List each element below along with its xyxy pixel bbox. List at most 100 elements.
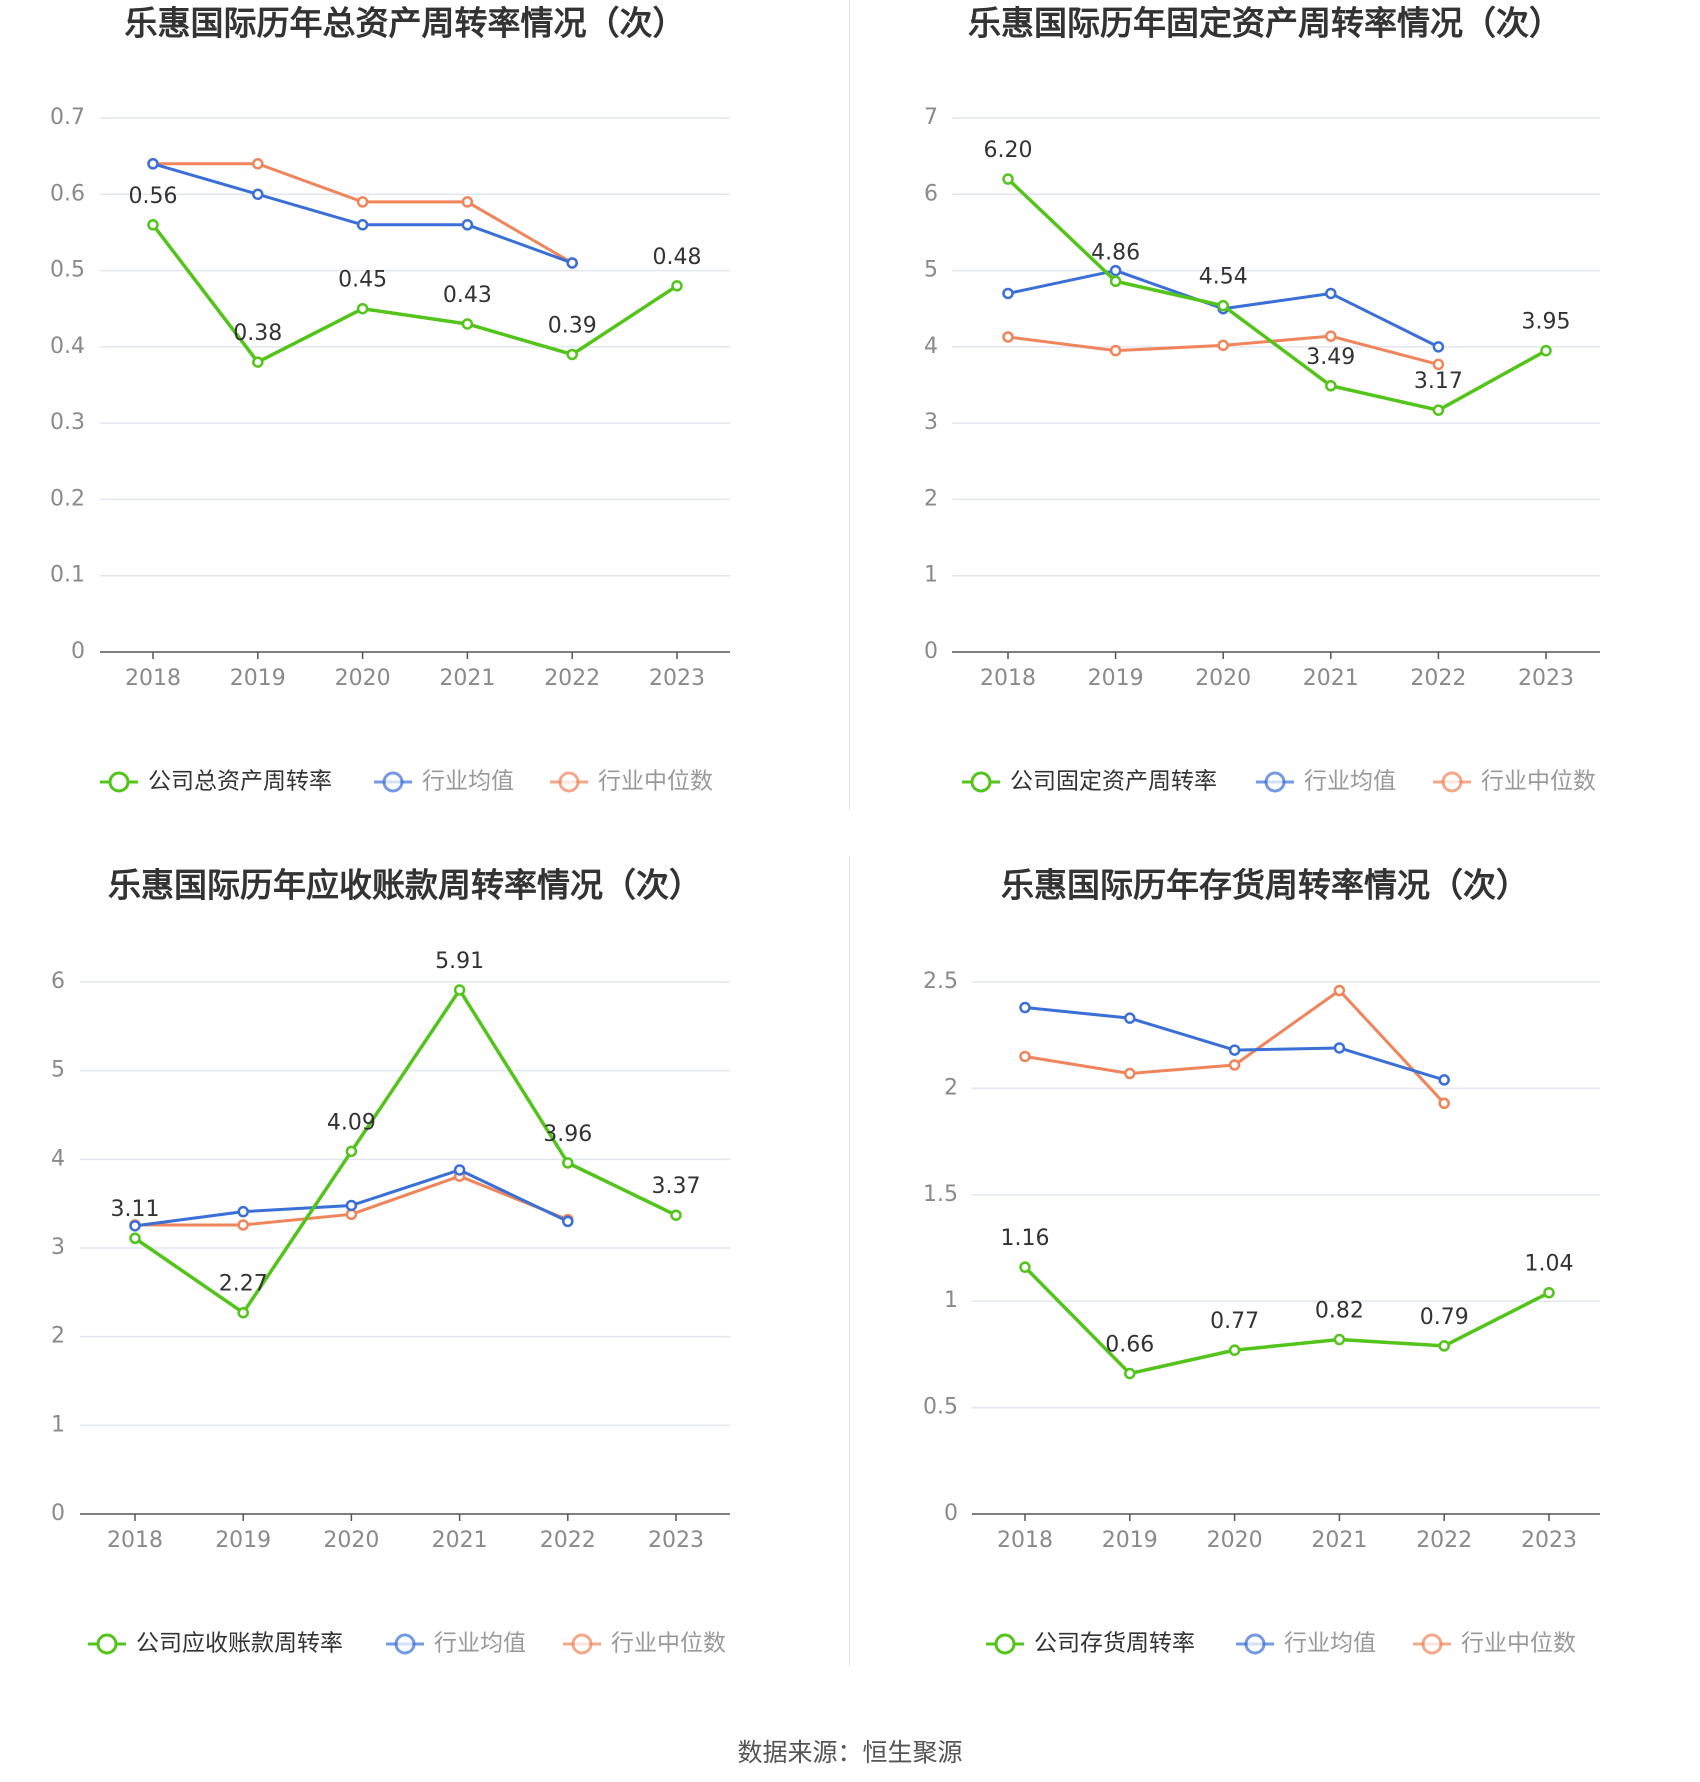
chart3-legend-label-company: 公司应收账款周转率 xyxy=(136,1631,343,1657)
chart4-y-tick-label: 1.5 xyxy=(923,1182,958,1207)
chart3-data-label: 4.09 xyxy=(327,1110,376,1135)
chart2-data-label: 3.17 xyxy=(1414,369,1463,394)
chart4-point-industry-median xyxy=(1019,1050,1031,1063)
chart3-point-industry-avg xyxy=(237,1205,249,1218)
chart1-x-tick-label: 2018 xyxy=(125,666,181,691)
chart1-data-label: 0.45 xyxy=(338,268,387,293)
chart3-point-company xyxy=(453,984,466,996)
chart2-data-label: 6.20 xyxy=(984,138,1033,163)
chart3-x-tick-label: 2019 xyxy=(215,1528,271,1553)
chart4-x-tick-label: 2021 xyxy=(1311,1528,1367,1553)
chart3-data-label: 3.96 xyxy=(543,1122,592,1147)
chart3-x-tick-label: 2023 xyxy=(648,1528,704,1553)
chart1-x-tick-label: 2019 xyxy=(230,666,286,691)
chart4-legend-label-industry-median: 行业中位数 xyxy=(1461,1631,1576,1657)
chart4-y-tick-label: 2 xyxy=(944,1075,958,1100)
chart4-point-company xyxy=(1124,1367,1136,1380)
chart1-y-tick-label: 0.7 xyxy=(50,105,85,130)
chart4-y-tick-label: 2.5 xyxy=(923,969,958,994)
chart4-point-industry-avg xyxy=(1438,1074,1450,1086)
chart3-legend-icon xyxy=(394,1633,416,1655)
chart4-legend-label-industry-avg: 行业均值 xyxy=(1284,1631,1376,1657)
chart1-y-tick-label: 0.6 xyxy=(50,181,85,206)
chart4-data-label: 0.79 xyxy=(1420,1305,1469,1330)
chart2-data-label: 3.95 xyxy=(1522,310,1571,335)
chart1-point-company xyxy=(356,302,369,315)
chart2-legend-label-industry-median: 行业中位数 xyxy=(1481,769,1596,795)
chart3-x-tick-label: 2018 xyxy=(107,1528,163,1553)
chart2-y-tick-label: 3 xyxy=(924,410,938,435)
chart1-point-industry-avg xyxy=(461,219,474,231)
chart2-x-tick-label: 2020 xyxy=(1195,666,1251,691)
chart2-y-tick-label: 5 xyxy=(924,258,938,283)
chart3-point-industry-avg xyxy=(345,1199,358,1212)
chart3-y-tick-label: 1 xyxy=(51,1412,65,1437)
chart4-x-tick-label: 2018 xyxy=(997,1528,1053,1553)
chart2-x-tick-label: 2022 xyxy=(1410,666,1466,691)
chart1-data-label: 0.48 xyxy=(653,245,702,270)
chart2-y-tick-label: 2 xyxy=(924,486,938,511)
chart3-y-tick-label: 2 xyxy=(51,1324,65,1349)
chart4-point-industry-median xyxy=(1228,1059,1241,1071)
chart4-x-tick-label: 2023 xyxy=(1521,1528,1577,1553)
chart4-y-tick-label: 0 xyxy=(944,1501,958,1526)
chart2-point-industry-avg xyxy=(1325,287,1337,300)
chart1-legend-label-company: 公司总资产周转率 xyxy=(148,769,332,795)
chart3-series-line-company xyxy=(134,988,677,1315)
chart3-point-company xyxy=(670,1209,682,1221)
chart1-x-tick-label: 2023 xyxy=(649,666,705,691)
chart3-point-industry-median xyxy=(237,1219,249,1231)
chart3-title: 乐惠国际历年应收账款周转率情况（次） xyxy=(108,866,702,905)
chart1-point-industry-median xyxy=(252,158,264,170)
chart1-series-line-industry-avg xyxy=(152,162,573,265)
chart1-point-company xyxy=(147,219,159,231)
chart3-x-tick-label: 2022 xyxy=(540,1528,596,1553)
chart4-y-tick-label: 1 xyxy=(944,1288,958,1313)
chart2-x-tick-label: 2021 xyxy=(1303,666,1359,691)
chart4-legend-icon xyxy=(994,1633,1016,1655)
chart1-point-company xyxy=(252,356,264,368)
chart3-point-industry-avg xyxy=(562,1215,574,1228)
chart4-legend-icon xyxy=(1421,1633,1443,1655)
chart2-point-industry-avg xyxy=(1002,287,1014,300)
chart3-legend-icon xyxy=(96,1633,118,1655)
chart1-x-tick-label: 2020 xyxy=(335,666,391,691)
chart3-data-label: 5.91 xyxy=(435,949,484,974)
chart1-data-label: 0.39 xyxy=(548,313,597,338)
chart4-x-tick-label: 2022 xyxy=(1416,1528,1472,1553)
chart3-point-company xyxy=(129,1232,141,1244)
chart3-point-industry-avg xyxy=(129,1220,141,1232)
chart3-y-tick-label: 5 xyxy=(51,1058,65,1083)
chart3-legend-label-industry-median: 行业中位数 xyxy=(611,1631,726,1657)
chart1-point-industry-avg xyxy=(147,158,159,170)
chart2-point-industry-median xyxy=(1002,331,1014,343)
chart4-point-industry-avg xyxy=(1124,1012,1136,1024)
chart1-x-tick-label: 2021 xyxy=(439,666,495,691)
chart1-y-tick-label: 0.1 xyxy=(50,563,85,588)
chart1-y-tick-label: 0.5 xyxy=(50,258,85,283)
chart1-data-label: 0.56 xyxy=(129,184,178,209)
chart1-legend-icon xyxy=(108,771,130,793)
chart1-series-line-company xyxy=(151,223,678,364)
chart1-legend-label-industry-avg: 行业均值 xyxy=(422,769,514,795)
chart1-legend-icon xyxy=(382,771,404,793)
divider-bottom xyxy=(849,856,850,1666)
chart1-legend-label-industry-median: 行业中位数 xyxy=(598,769,713,795)
chart2-point-industry-median xyxy=(1217,339,1229,352)
chart2-x-tick-label: 2019 xyxy=(1088,666,1144,691)
chart2-point-industry-avg xyxy=(1432,341,1445,353)
chart4-point-company xyxy=(1543,1286,1555,1299)
chart3-legend-icon xyxy=(571,1633,593,1655)
chart1-y-tick-label: 0.2 xyxy=(50,486,85,511)
chart1-data-label: 0.38 xyxy=(233,321,282,346)
chart2-series-line-company xyxy=(1006,177,1547,412)
chart1-point-industry-avg xyxy=(566,257,578,269)
chart2-point-industry-avg xyxy=(1109,264,1122,277)
chart3-point-company xyxy=(237,1306,249,1319)
chart2-y-tick-label: 0 xyxy=(924,639,938,664)
chart3-x-tick-label: 2021 xyxy=(432,1528,488,1553)
chart1-title: 乐惠国际历年总资产周转率情况（次） xyxy=(125,4,686,43)
chart2-legend-icon xyxy=(1441,771,1463,793)
chart2-legend-icon xyxy=(1264,771,1286,793)
chart4-legend-icon xyxy=(1244,1633,1266,1655)
